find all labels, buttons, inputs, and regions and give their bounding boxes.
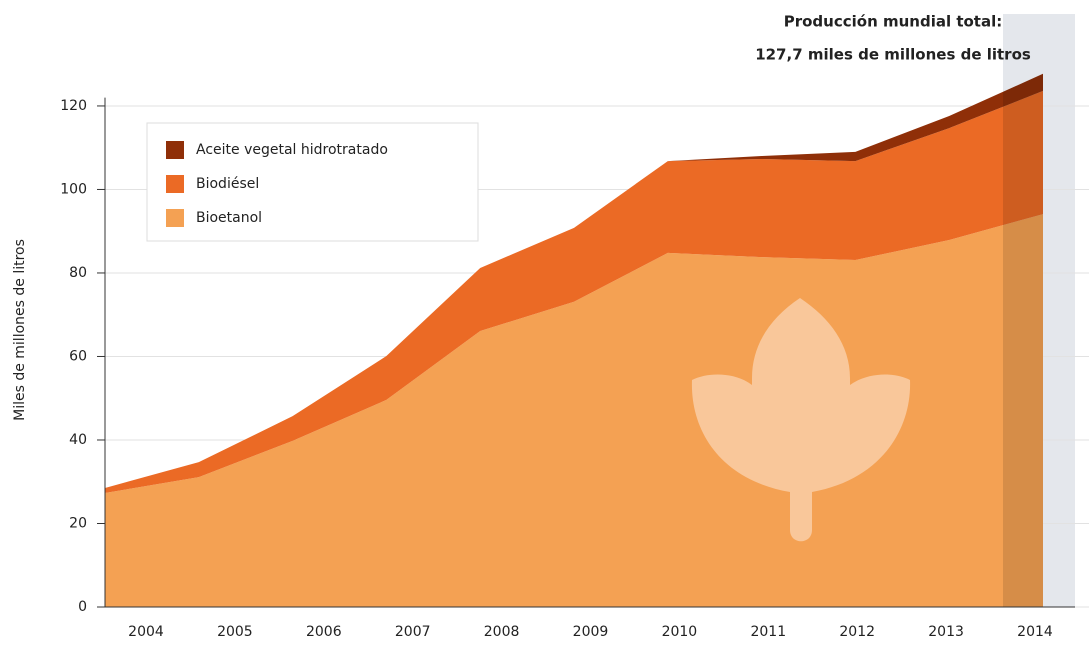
legend-label: Bioetanol [196, 210, 262, 226]
x-tick-label: 2007 [395, 624, 431, 640]
annotation: 127,7 miles de millones de litros [755, 46, 1031, 64]
x-tick-label: 2013 [928, 624, 964, 640]
x-tick-label: 2008 [484, 624, 520, 640]
legend-label: Aceite vegetal hidrotratado [196, 142, 388, 158]
y-tick-label: 0 [78, 599, 87, 615]
legend-label: Biodiésel [196, 176, 259, 192]
foreground: 0 20 40 60 80 100 120 2004 2005 2006 2007 2008 2009 2… [60, 97, 1075, 640]
y-tick-label: 100 [60, 181, 87, 197]
y-tick-label: 120 [60, 98, 87, 114]
y-tick-label: 80 [69, 265, 87, 281]
annotation: Producción mundial total: [784, 13, 1003, 31]
x-tick-label: 2014 [1017, 624, 1053, 640]
x-tick-label: 2006 [306, 624, 342, 640]
area [105, 90, 1043, 494]
x-tick-label: 2004 [128, 624, 164, 640]
legend-box [146, 122, 479, 242]
x-tick-label: 2011 [750, 624, 786, 640]
legend-swatch [166, 209, 184, 227]
overlay-layer [1003, 73, 1043, 607]
y-tick-label: 20 [69, 515, 87, 531]
y-axis-label: Miles de millones de litros [12, 239, 28, 421]
legend-swatch [166, 141, 184, 159]
x-tick-label: 2009 [573, 624, 609, 640]
legend: Aceite vegetal hidrotratado Biodiésel Bioe… [146, 122, 479, 242]
y-tick-label: 40 [69, 432, 87, 448]
x-tick-label: 2012 [839, 624, 875, 640]
leaf-icon [691, 298, 911, 542]
y-tick-label: 60 [69, 348, 87, 364]
x-tick-label: 2010 [662, 624, 698, 640]
highlight-overlay [1003, 73, 1043, 607]
legend-swatch [166, 175, 184, 193]
x-tick-label: 2005 [217, 624, 253, 640]
